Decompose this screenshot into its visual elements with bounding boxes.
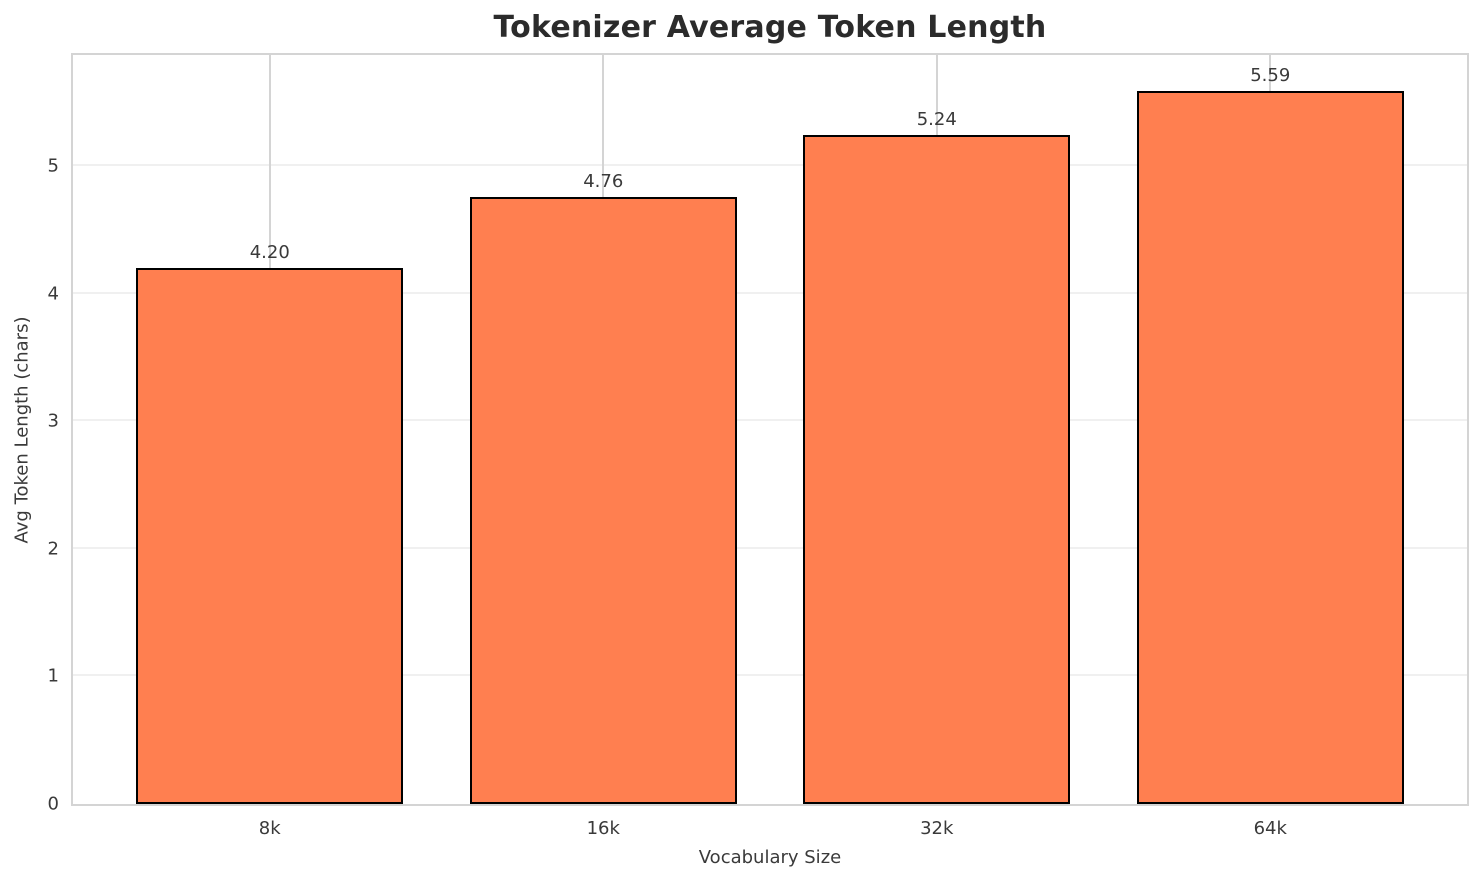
bar-value-label: 5.59	[1250, 64, 1291, 86]
x-axis-label: Vocabulary Size	[698, 847, 842, 868]
y-axis-label: Avg Token Length (chars)	[11, 316, 33, 544]
y-tick-label: 2	[47, 538, 59, 560]
bar-value-label: 4.20	[249, 242, 290, 264]
y-tick-label: 0	[47, 793, 59, 815]
horizontal-gridline	[73, 546, 1467, 549]
x-tick-label-32k: 32k	[920, 818, 954, 839]
x-tick-label-8k: 8k	[258, 818, 281, 839]
y-tick-label: 1	[47, 665, 59, 687]
horizontal-gridline	[73, 291, 1467, 294]
bar-value-label: 5.24	[916, 109, 957, 131]
bar-64k	[1136, 90, 1404, 804]
horizontal-gridline	[73, 419, 1467, 422]
y-tick-label: 5	[47, 155, 59, 177]
y-tick-label: 3	[47, 410, 59, 432]
x-tick-label-16k: 16k	[586, 818, 620, 839]
plot-area: 4.20 4.76 5.24 5.59 0 1 2 3 4 5 8k 16k 32k 64k	[48, 53, 1469, 839]
bar-16k	[469, 196, 737, 804]
horizontal-gridline	[73, 674, 1467, 677]
x-tick-label-64k: 64k	[1253, 818, 1287, 839]
bar-8k	[136, 268, 404, 804]
horizontal-gridline	[73, 164, 1467, 167]
chart-title: Tokenizer Average Token Length	[493, 10, 1047, 45]
bar-value-label: 4.76	[583, 170, 624, 192]
y-tick-label: 4	[47, 283, 59, 305]
bar-32k	[803, 135, 1071, 804]
